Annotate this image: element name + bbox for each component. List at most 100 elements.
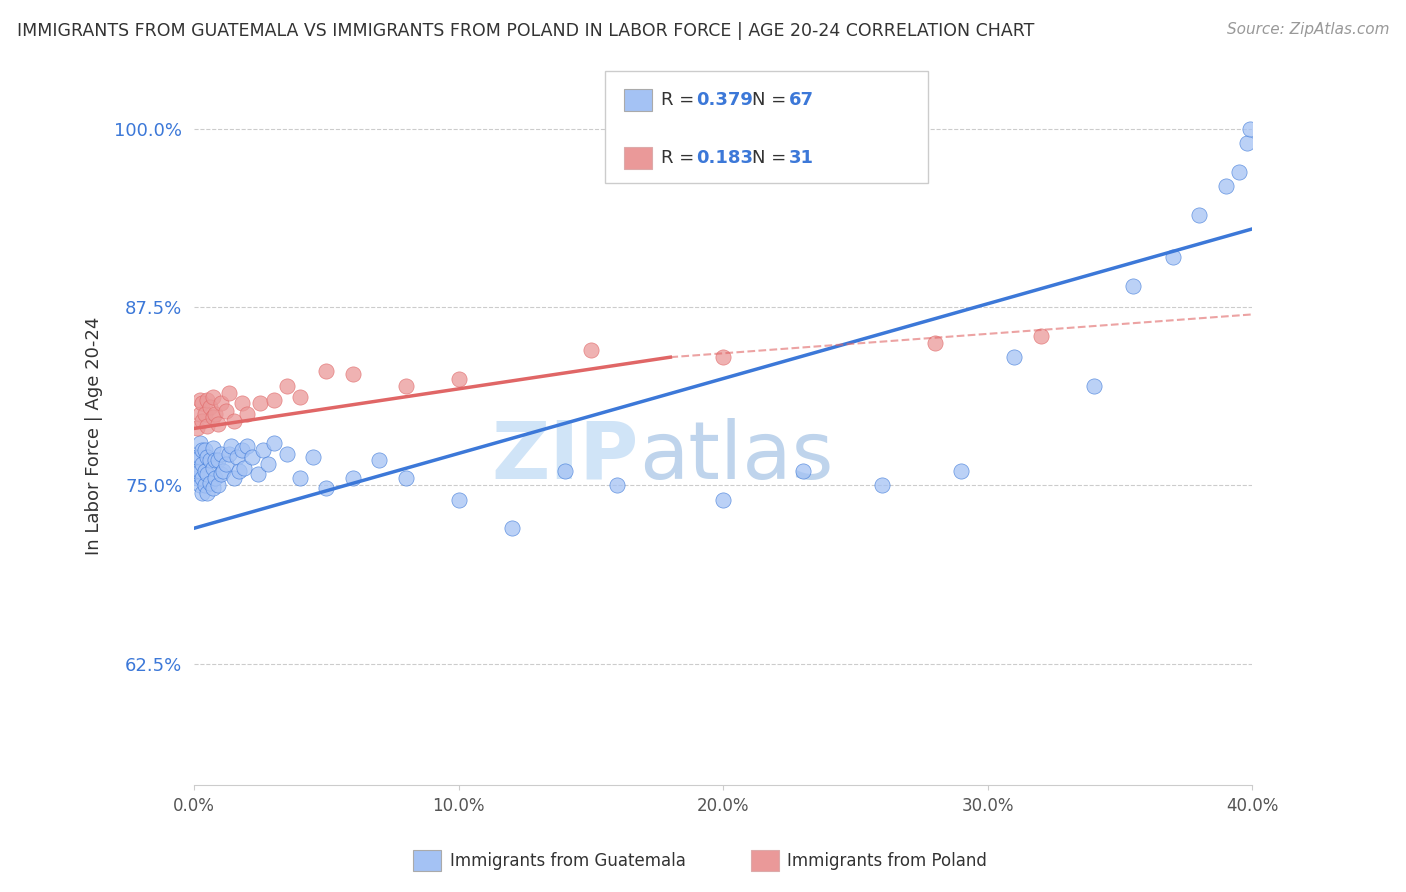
Text: R =: R = [661, 149, 700, 167]
Text: 0.183: 0.183 [696, 149, 754, 167]
Point [1239, 122, 1261, 136]
Point [207, 452, 229, 467]
Point [207, 417, 229, 432]
Point [447, 492, 470, 507]
Point [204, 407, 226, 421]
Point [950, 464, 973, 478]
Point [249, 396, 271, 410]
Point [218, 447, 240, 461]
Y-axis label: In Labor Force | Age 20-24: In Labor Force | Age 20-24 [86, 317, 103, 555]
Point [204, 452, 226, 467]
Point [395, 471, 418, 485]
Point [302, 450, 325, 464]
Point [395, 378, 418, 392]
Point [204, 471, 226, 485]
Point [191, 471, 214, 485]
Point [579, 343, 602, 357]
Point [209, 396, 232, 410]
Point [188, 464, 211, 478]
Point [186, 450, 208, 464]
Point [870, 478, 893, 492]
Text: 67: 67 [789, 91, 814, 109]
Text: Immigrants from Guatemala: Immigrants from Guatemala [450, 852, 686, 870]
Point [194, 442, 217, 457]
Point [1188, 208, 1211, 222]
Point [315, 481, 337, 495]
Point [342, 471, 364, 485]
Point [236, 438, 259, 452]
Point [218, 385, 240, 400]
Point [263, 392, 285, 407]
Point [246, 467, 269, 481]
Point [554, 464, 576, 478]
Point [1029, 328, 1052, 343]
Text: N =: N = [752, 149, 792, 167]
Point [228, 464, 250, 478]
Point [1002, 350, 1025, 364]
Text: Immigrants from Poland: Immigrants from Poland [787, 852, 987, 870]
Point [201, 461, 224, 475]
Point [252, 442, 274, 457]
Point [225, 450, 247, 464]
Point [1083, 378, 1105, 392]
Point [606, 478, 628, 492]
Point [222, 414, 245, 428]
Text: IMMIGRANTS FROM GUATEMALA VS IMMIGRANTS FROM POLAND IN LABOR FORCE | AGE 20-24 C: IMMIGRANTS FROM GUATEMALA VS IMMIGRANTS … [17, 22, 1035, 40]
Point [342, 368, 364, 382]
Text: atlas: atlas [638, 417, 832, 496]
Point [212, 464, 235, 478]
Point [276, 378, 298, 392]
Point [242, 450, 264, 464]
Point [257, 457, 280, 471]
Point [792, 464, 814, 478]
Text: 31: 31 [789, 149, 814, 167]
Point [191, 457, 214, 471]
Point [191, 485, 214, 500]
Point [201, 390, 224, 404]
Point [711, 350, 734, 364]
Point [186, 421, 208, 435]
Point [233, 461, 256, 475]
Point [288, 471, 311, 485]
Point [368, 452, 391, 467]
Point [924, 335, 946, 350]
Point [215, 404, 238, 418]
Point [276, 447, 298, 461]
Point [315, 364, 337, 378]
Point [209, 447, 232, 461]
Point [197, 418, 219, 433]
Point [188, 450, 211, 464]
Point [231, 396, 253, 410]
Point [201, 410, 224, 425]
Point [198, 400, 221, 414]
Point [191, 442, 214, 457]
Text: N =: N = [752, 91, 792, 109]
Point [215, 457, 238, 471]
Point [198, 475, 221, 490]
Point [191, 414, 214, 428]
Point [197, 485, 219, 500]
Point [188, 435, 211, 450]
Point [222, 471, 245, 485]
Point [186, 464, 208, 478]
Point [1122, 279, 1144, 293]
Point [447, 371, 470, 385]
Point [188, 392, 211, 407]
Point [188, 407, 211, 421]
Point [197, 450, 219, 464]
Point [188, 478, 211, 492]
Point [501, 521, 523, 535]
Text: Source: ZipAtlas.com: Source: ZipAtlas.com [1226, 22, 1389, 37]
Point [201, 481, 224, 495]
Point [198, 452, 221, 467]
Point [288, 390, 311, 404]
Point [197, 392, 219, 407]
Point [219, 438, 242, 452]
Point [1161, 251, 1184, 265]
Point [201, 442, 224, 456]
Point [186, 471, 208, 485]
Text: ZIP: ZIP [491, 417, 638, 496]
Point [194, 478, 217, 492]
Point [711, 492, 734, 507]
Point [207, 478, 229, 492]
